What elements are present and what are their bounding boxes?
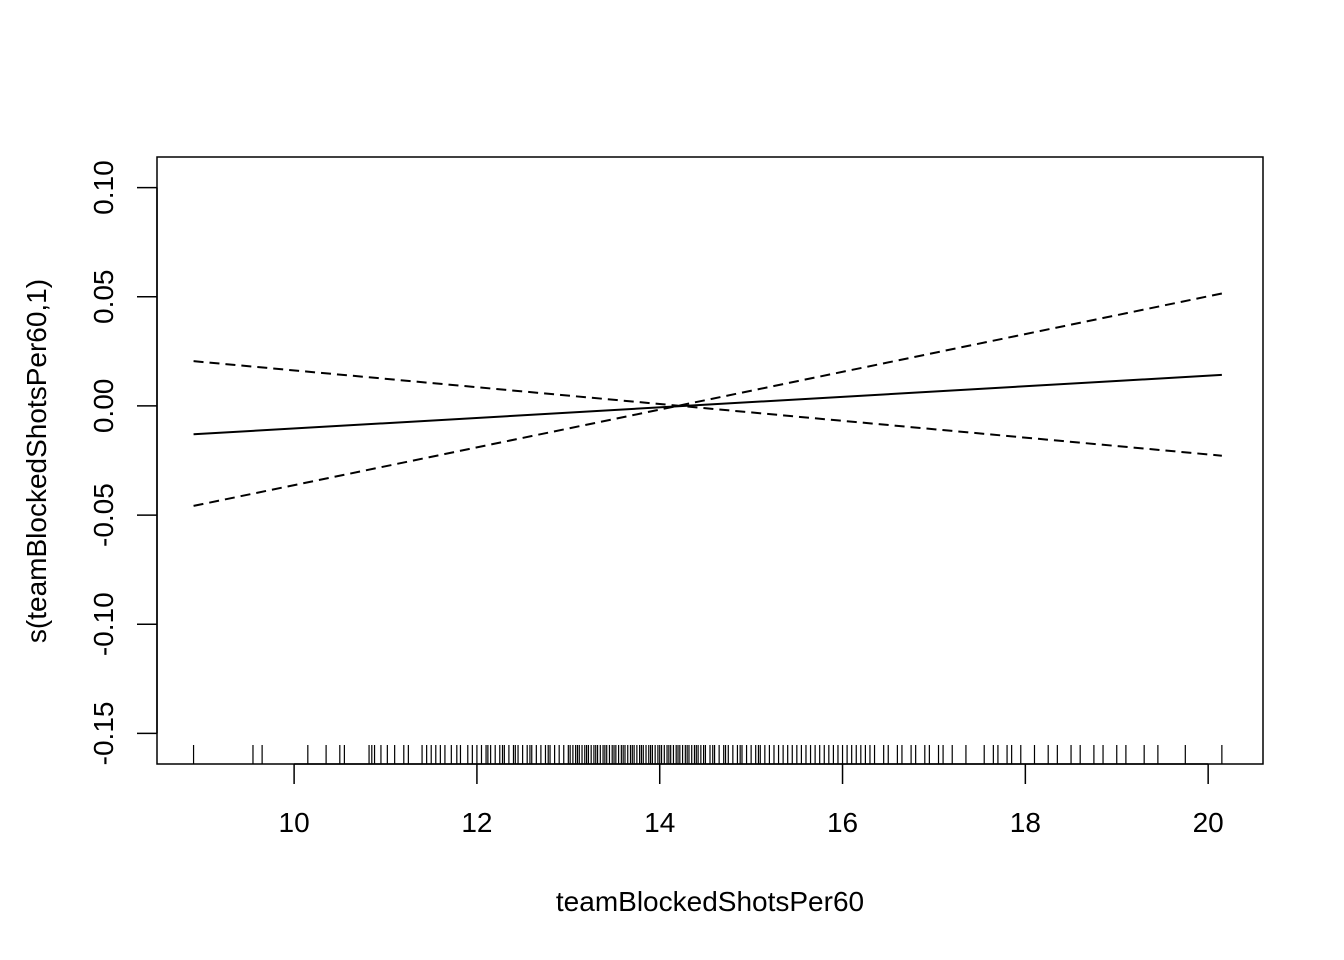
x-tick-label: 10 [279,807,310,838]
rug-marks [192,745,1223,764]
y-tick-label: 0.10 [88,160,119,215]
x-tick-label: 14 [644,807,675,838]
x-tick-label: 20 [1193,807,1224,838]
x-tick-label: 12 [461,807,492,838]
x-tick-label: 18 [1010,807,1041,838]
confidence-bound-line [193,292,1223,507]
x-axis: 10 12 14 16 18 20 [279,763,1224,838]
confidence-bound-line [193,360,1222,457]
y-axis-title: s(teamBlockedShotsPer60,1) [21,279,52,643]
y-tick-label: -0.15 [88,702,119,766]
x-axis-title: teamBlockedShotsPer60 [556,886,864,917]
y-tick-label: -0.10 [88,592,119,656]
y-axis: -0.15 -0.10 -0.05 0.00 0.05 0.10 [88,160,158,766]
series-lines [193,292,1223,507]
y-tick-label: 0.05 [88,269,119,324]
fitted-smooth-line [193,373,1222,436]
plot-frame [156,156,1264,765]
y-tick-label: -0.05 [88,483,119,547]
x-tick-label: 16 [827,807,858,838]
y-tick-label: 0.00 [88,379,119,434]
